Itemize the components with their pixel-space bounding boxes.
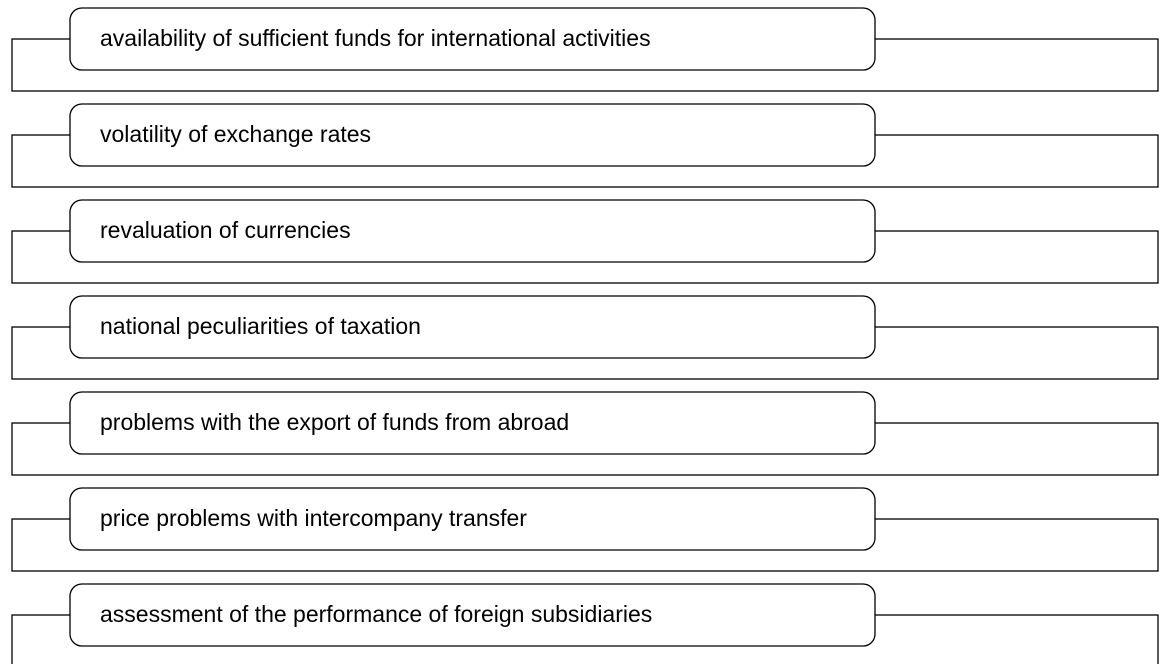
item-box [69,295,876,359]
item-label: problems with the export of funds from a… [100,409,569,435]
item-label: availability of sufficient funds for int… [100,25,651,51]
item-box [69,7,876,71]
item-label: assessment of the performance of foreign… [100,601,652,627]
item-label: revaluation of currencies [100,217,351,243]
item-label: volatility of exchange rates [100,121,371,147]
item-box [69,103,876,167]
item-box [69,391,876,455]
item-box [69,583,876,647]
item-box [69,487,876,551]
item-box [69,199,876,263]
item-label: price problems with intercompany transfe… [100,505,527,531]
item-label: national peculiarities of taxation [100,313,421,339]
